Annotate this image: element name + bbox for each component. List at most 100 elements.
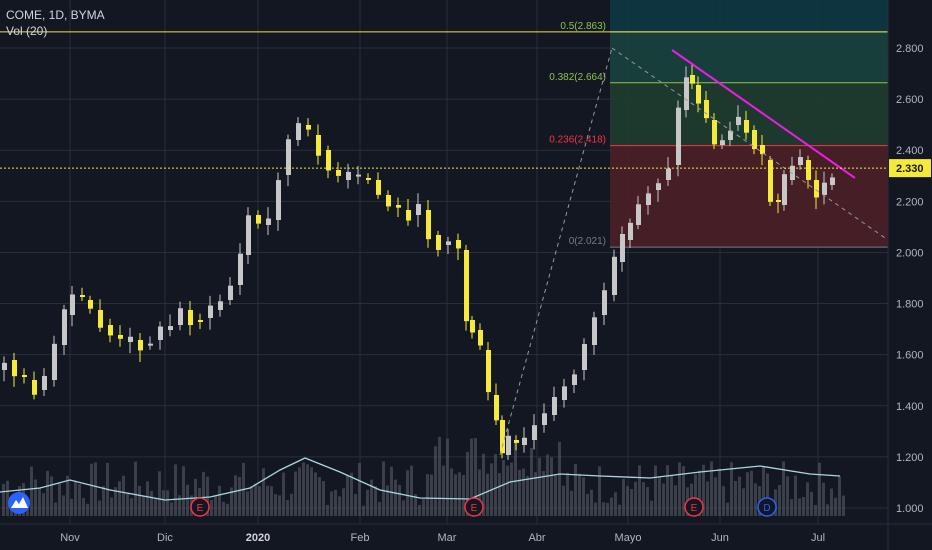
volume-bar xyxy=(786,476,789,516)
volume-bar xyxy=(542,471,545,516)
candle-body xyxy=(208,305,213,318)
candle-body xyxy=(188,310,193,326)
volume-bar xyxy=(522,468,525,516)
fib-level-label: 0(2.021) xyxy=(569,236,606,247)
volume-bar xyxy=(510,462,513,516)
fib-source-line xyxy=(499,47,613,456)
volume-bar xyxy=(230,487,233,516)
candle-body xyxy=(346,171,351,180)
candle-body xyxy=(690,75,695,84)
projection-line xyxy=(611,47,889,241)
candle-body xyxy=(636,204,641,225)
volume-bar xyxy=(90,463,93,516)
volume-bar xyxy=(214,495,217,516)
candle-body xyxy=(80,295,85,297)
volume-bar xyxy=(574,464,577,516)
volume-bar xyxy=(614,492,617,516)
volume-bar xyxy=(458,472,461,516)
candle-body xyxy=(286,139,291,175)
candle-body xyxy=(602,290,607,315)
candle-body xyxy=(620,234,625,262)
candle-body xyxy=(88,300,93,309)
candle-body xyxy=(612,256,617,295)
volume-bar xyxy=(634,481,637,516)
candle-body xyxy=(532,425,537,440)
volume-bar xyxy=(370,479,373,516)
volume-bar xyxy=(570,490,573,516)
volume-bar xyxy=(746,472,749,516)
volume-bar xyxy=(226,503,229,516)
candle-body xyxy=(238,253,243,285)
candle-body xyxy=(464,250,469,322)
volume-bar xyxy=(698,470,701,516)
volume-bar xyxy=(590,489,593,516)
volume-bar xyxy=(102,486,105,516)
volume-bar xyxy=(546,454,549,516)
volume-indicator-label[interactable]: Vol (20) xyxy=(6,24,48,38)
volume-bar xyxy=(462,475,465,516)
volume-bar xyxy=(678,462,681,516)
candle-body xyxy=(266,218,271,225)
volume-bar xyxy=(334,489,337,516)
candle-body xyxy=(470,320,475,333)
trendline xyxy=(671,49,856,179)
volume-bar xyxy=(450,468,453,516)
volume-bar xyxy=(674,485,677,516)
volume-bar xyxy=(446,438,449,516)
volume-bar xyxy=(754,483,757,516)
volume-bar xyxy=(174,464,177,516)
volume-bar xyxy=(318,477,321,516)
volume-bar xyxy=(502,459,505,516)
candle-body xyxy=(256,215,261,224)
candle-body xyxy=(306,125,311,130)
volume-bar xyxy=(642,482,645,516)
candle-body xyxy=(276,180,281,220)
volume-bar xyxy=(738,476,741,516)
candle-body xyxy=(806,160,811,180)
volume-bar xyxy=(206,476,209,516)
volume-bar xyxy=(482,453,485,516)
candle-body xyxy=(198,320,203,322)
volume-bar xyxy=(402,500,405,516)
volume-bar xyxy=(566,472,569,516)
volume-bar xyxy=(350,472,353,516)
volume-bar xyxy=(422,499,425,516)
volume-bar xyxy=(718,468,721,516)
event-marker-letter: E xyxy=(197,503,204,514)
volume-bar xyxy=(254,483,257,516)
fib-zone-0.5 xyxy=(610,31,888,83)
volume-bar xyxy=(142,495,145,516)
candle-body xyxy=(582,344,587,370)
volume-bar xyxy=(286,500,289,516)
candle-body xyxy=(416,204,421,215)
volume-bar xyxy=(810,491,813,516)
volume-bar xyxy=(606,502,609,516)
current-price-label-bg xyxy=(889,159,931,178)
volume-bar xyxy=(138,485,141,516)
volume-bar xyxy=(610,497,613,516)
candle-body xyxy=(406,210,411,221)
event-marker xyxy=(190,497,210,517)
fib-level-label: 0.382(2.664) xyxy=(549,72,606,83)
volume-bar xyxy=(150,491,153,516)
volume-bar xyxy=(34,479,37,516)
candle-body xyxy=(296,123,301,140)
price-tick-label: 2.000 xyxy=(896,247,924,259)
volume-bar xyxy=(374,486,377,516)
volume-bar xyxy=(222,501,225,516)
volume-bar xyxy=(702,464,705,516)
candle-body xyxy=(494,395,499,421)
volume-bar xyxy=(638,465,641,516)
volume-bar xyxy=(134,461,137,516)
candle-body xyxy=(436,235,441,250)
candle-body xyxy=(666,168,671,180)
candle-body xyxy=(108,325,113,336)
symbol-title[interactable]: COME, 1D, BYMA xyxy=(6,8,105,22)
volume-bar xyxy=(430,474,433,516)
volume-bar xyxy=(82,498,85,516)
price-tick-label: 2.400 xyxy=(896,145,924,157)
candle-body xyxy=(712,120,717,145)
volume-bar xyxy=(650,500,653,516)
candle-body xyxy=(178,308,183,325)
